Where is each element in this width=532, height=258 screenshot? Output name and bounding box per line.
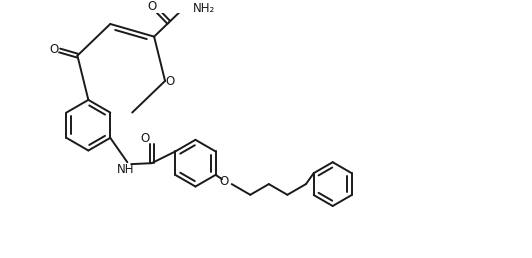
Text: O: O <box>165 75 174 88</box>
Text: O: O <box>147 0 156 13</box>
Text: NH₂: NH₂ <box>193 2 215 15</box>
Text: O: O <box>49 43 58 56</box>
Text: NH: NH <box>117 163 134 175</box>
Text: O: O <box>140 132 150 145</box>
Text: O: O <box>220 175 229 188</box>
